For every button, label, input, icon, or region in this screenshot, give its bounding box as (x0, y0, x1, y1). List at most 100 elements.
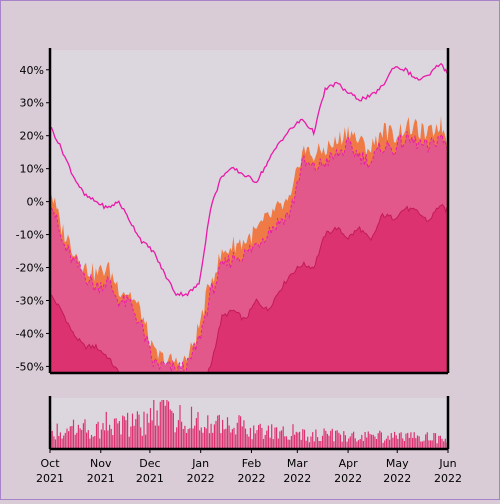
volume-bar (312, 432, 314, 449)
x-tick-month: Jan (191, 457, 209, 470)
volume-bar (56, 423, 58, 449)
volume-bar (366, 437, 368, 449)
volume-bar (410, 432, 412, 449)
volume-bar (333, 441, 335, 449)
volume-bar (389, 439, 391, 449)
volume-bar (294, 434, 296, 449)
volume-bar (253, 425, 255, 449)
volume-bar (364, 432, 366, 449)
x-tick-year: 2021 (36, 472, 64, 485)
volume-bar (149, 408, 152, 449)
volume-bar (415, 438, 417, 449)
volume-bar (171, 410, 173, 449)
volume-bar (331, 428, 333, 449)
volume-bar (390, 433, 392, 449)
volume-bar (241, 426, 243, 449)
volume-bar (190, 406, 193, 449)
volume-bar (156, 410, 158, 449)
volume-bar (97, 421, 99, 449)
volume-bar (197, 412, 199, 449)
volume-bar (344, 435, 346, 449)
volume-bar (153, 400, 155, 449)
volume-bar (259, 423, 261, 449)
volume-bar (302, 429, 304, 449)
volume-bar (95, 424, 98, 449)
volume-bar (277, 438, 279, 449)
volume-bar (164, 405, 166, 449)
volume-bar (138, 414, 140, 449)
volume-bar (416, 435, 419, 449)
volume-bar (380, 432, 382, 449)
volume-bar (110, 428, 112, 449)
volume-bar (375, 439, 378, 449)
volume-bar (238, 415, 240, 449)
volume-bar (122, 415, 124, 449)
x-tick-year: 2022 (187, 472, 215, 485)
volume-bar (305, 440, 307, 449)
volume-bar (439, 435, 441, 449)
volume-bar (148, 422, 150, 449)
volume-bar (299, 431, 301, 449)
volume-bar (249, 427, 251, 449)
volume-bar (351, 433, 353, 449)
volume-bar (210, 423, 212, 449)
volume-bar (313, 441, 315, 449)
volume-bar (444, 438, 446, 449)
volume-bar (321, 435, 324, 449)
volume-bar (428, 440, 430, 449)
volume-bar (123, 416, 125, 449)
volume-bar (335, 430, 337, 449)
x-tick-month: Oct (40, 457, 60, 470)
volume-bar (326, 433, 328, 449)
volume-bar (105, 411, 107, 449)
x-tick-month: Feb (242, 457, 261, 470)
volume-bar (151, 420, 153, 449)
x-tick-month: Apr (339, 457, 359, 470)
volume-bar (167, 401, 170, 449)
volume-bar (133, 425, 135, 449)
volume-bar (426, 432, 428, 449)
volume-bar (218, 414, 220, 449)
volume-bar (141, 435, 143, 449)
volume-bar (177, 420, 179, 449)
volume-bar (61, 438, 63, 449)
volume-bar (64, 432, 66, 449)
volume-bar (76, 432, 78, 449)
volume-bar (59, 432, 61, 449)
volume-bar (425, 434, 427, 449)
volume-bar (131, 413, 134, 449)
volume-bar (235, 434, 237, 449)
volume-bar (112, 435, 114, 449)
volume-bar (240, 416, 242, 449)
volume-bar (323, 428, 325, 449)
volume-bar (407, 432, 409, 449)
volume-bar (118, 421, 120, 449)
volume-bar (303, 429, 306, 449)
volume-bar (413, 432, 415, 449)
volume-bar (431, 440, 433, 449)
volume-bar (53, 436, 55, 449)
volume-bar (195, 418, 197, 449)
volume-bar (228, 425, 230, 449)
x-tick-month: May (386, 457, 409, 470)
volume-bar (174, 432, 176, 449)
volume-bar (290, 436, 292, 449)
y-tick-label: -30% (16, 294, 44, 307)
volume-bar (395, 435, 397, 449)
volume-bar (225, 428, 227, 449)
volume-bar (285, 436, 288, 449)
volume-bar (441, 438, 443, 449)
y-tick-label: 0% (27, 196, 44, 209)
volume-bar (279, 431, 281, 449)
x-tick-year: 2022 (334, 472, 362, 485)
volume-bar (68, 431, 70, 449)
volume-bar (189, 428, 191, 449)
volume-bar (226, 417, 229, 449)
volume-bar (377, 433, 379, 449)
volume-bar (433, 433, 435, 449)
volume-bar (99, 438, 101, 449)
volume-bar (54, 439, 57, 449)
volume-bar (92, 436, 94, 449)
volume-bar (161, 400, 163, 449)
